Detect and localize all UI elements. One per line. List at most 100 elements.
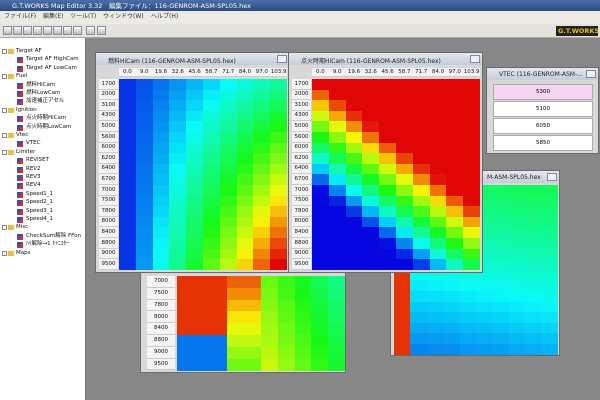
heat-cell[interactable] bbox=[379, 100, 397, 112]
toolbar-button[interactable] bbox=[86, 26, 95, 35]
heat-cell[interactable] bbox=[210, 311, 228, 324]
heat-cell[interactable] bbox=[396, 79, 414, 91]
heat-cell[interactable] bbox=[492, 227, 510, 239]
heat-cell[interactable] bbox=[253, 89, 271, 101]
heat-cell[interactable] bbox=[203, 132, 221, 144]
heat-cell[interactable] bbox=[186, 216, 204, 228]
heat-cell[interactable] bbox=[270, 195, 288, 207]
heat-cell[interactable] bbox=[525, 216, 543, 228]
heat-cell[interactable] bbox=[169, 121, 187, 133]
heat-cell[interactable] bbox=[135, 163, 154, 175]
heat-cell[interactable] bbox=[135, 79, 154, 91]
heat-cell[interactable] bbox=[463, 238, 481, 250]
heat-cell[interactable] bbox=[119, 185, 137, 197]
heat-cell[interactable] bbox=[476, 301, 493, 313]
tree-group[interactable]: Limiter bbox=[16, 148, 36, 155]
heat-cell[interactable] bbox=[379, 110, 397, 122]
heat-cell[interactable] bbox=[345, 163, 363, 175]
heat-cell[interactable] bbox=[236, 195, 254, 207]
heat-cell[interactable] bbox=[429, 153, 447, 165]
tree-item[interactable]: 燃料LowCam bbox=[26, 90, 61, 96]
heat-cell[interactable] bbox=[277, 346, 296, 360]
heat-cell[interactable] bbox=[541, 280, 559, 292]
heat-cell[interactable] bbox=[362, 121, 380, 133]
heat-cell[interactable] bbox=[362, 174, 380, 186]
heat-cell[interactable] bbox=[429, 195, 447, 207]
tree-item[interactable]: Speed2_1 bbox=[26, 199, 53, 206]
expander[interactable] bbox=[2, 74, 7, 80]
heat-cell[interactable] bbox=[203, 153, 221, 165]
heat-cell[interactable] bbox=[362, 163, 380, 175]
heat-cell[interactable] bbox=[312, 238, 330, 250]
heat-cell[interactable] bbox=[429, 227, 447, 239]
heat-cell[interactable] bbox=[186, 259, 204, 271]
heat-cell[interactable] bbox=[426, 291, 444, 303]
heat-cell[interactable] bbox=[219, 153, 238, 165]
heat-cell[interactable] bbox=[169, 248, 187, 260]
heat-cell[interactable] bbox=[396, 142, 414, 154]
heat-cell[interactable] bbox=[119, 238, 137, 250]
heat-cell[interactable] bbox=[294, 335, 312, 348]
heat-cell[interactable] bbox=[394, 301, 411, 313]
heat-cell[interactable] bbox=[253, 163, 271, 175]
heat-cell[interactable] bbox=[446, 79, 464, 91]
heat-cell[interactable] bbox=[508, 195, 526, 207]
heat-cell[interactable] bbox=[463, 121, 481, 133]
vtec-cell[interactable]: 5850 bbox=[493, 135, 593, 151]
heat-cell[interactable] bbox=[443, 301, 461, 313]
heat-cell[interactable] bbox=[362, 259, 380, 271]
heat-cell[interactable] bbox=[253, 227, 271, 239]
heat-cell[interactable] bbox=[312, 185, 330, 197]
tree-item[interactable]: 点火時期HiCam bbox=[26, 115, 67, 122]
heat-cell[interactable] bbox=[525, 185, 543, 197]
heat-cell[interactable] bbox=[396, 248, 414, 260]
heat-cell[interactable] bbox=[459, 312, 477, 324]
heat-cell[interactable] bbox=[492, 344, 510, 356]
heat-cell[interactable] bbox=[379, 163, 397, 175]
heat-cell[interactable] bbox=[508, 312, 526, 324]
heat-cell[interactable] bbox=[203, 89, 221, 101]
heat-cell[interactable] bbox=[379, 89, 397, 101]
heat-cell[interactable] bbox=[244, 335, 262, 348]
heat-cell[interactable] bbox=[412, 216, 431, 228]
tree-item[interactable]: REV2 bbox=[26, 165, 41, 172]
heat-cell[interactable] bbox=[379, 195, 397, 207]
heat-cell[interactable] bbox=[463, 206, 481, 218]
heat-cell[interactable] bbox=[463, 185, 481, 197]
heat-cell[interactable] bbox=[169, 195, 187, 207]
heat-cell[interactable] bbox=[236, 121, 254, 133]
heat-cell[interactable] bbox=[152, 185, 170, 197]
heat-cell[interactable] bbox=[459, 333, 477, 345]
heat-cell[interactable] bbox=[463, 153, 481, 165]
heat-cell[interactable] bbox=[236, 174, 254, 186]
heat-cell[interactable] bbox=[362, 195, 380, 207]
heat-cell[interactable] bbox=[152, 121, 170, 133]
heat-cell[interactable] bbox=[236, 227, 254, 239]
heat-cell[interactable] bbox=[210, 299, 228, 312]
heat-cell[interactable] bbox=[311, 358, 329, 371]
heat-cell[interactable] bbox=[345, 142, 363, 154]
heat-cell[interactable] bbox=[312, 206, 330, 218]
heat-cell[interactable] bbox=[135, 174, 154, 186]
heat-cell[interactable] bbox=[429, 206, 447, 218]
heat-cell[interactable] bbox=[446, 121, 464, 133]
heat-cell[interactable] bbox=[236, 153, 254, 165]
tree-group[interactable]: Maps bbox=[16, 249, 31, 256]
heat-cell[interactable] bbox=[152, 174, 170, 186]
vtec-cell[interactable]: 5300 bbox=[493, 84, 593, 100]
heat-cell[interactable] bbox=[328, 323, 346, 336]
heat-cell[interactable] bbox=[429, 100, 447, 112]
heat-cell[interactable] bbox=[426, 344, 444, 356]
heat-cell[interactable] bbox=[219, 195, 238, 207]
heat-cell[interactable] bbox=[236, 259, 254, 271]
heat-cell[interactable] bbox=[492, 269, 510, 281]
heat-cell[interactable] bbox=[277, 335, 296, 348]
heat-cell[interactable] bbox=[541, 344, 559, 356]
heat-cell[interactable] bbox=[311, 323, 329, 336]
heat-cell[interactable] bbox=[312, 163, 330, 175]
heat-cell[interactable] bbox=[541, 216, 559, 228]
heat-cell[interactable] bbox=[311, 335, 329, 348]
heat-cell[interactable] bbox=[311, 299, 329, 312]
heat-cell[interactable] bbox=[328, 142, 347, 154]
heat-cell[interactable] bbox=[328, 185, 347, 197]
